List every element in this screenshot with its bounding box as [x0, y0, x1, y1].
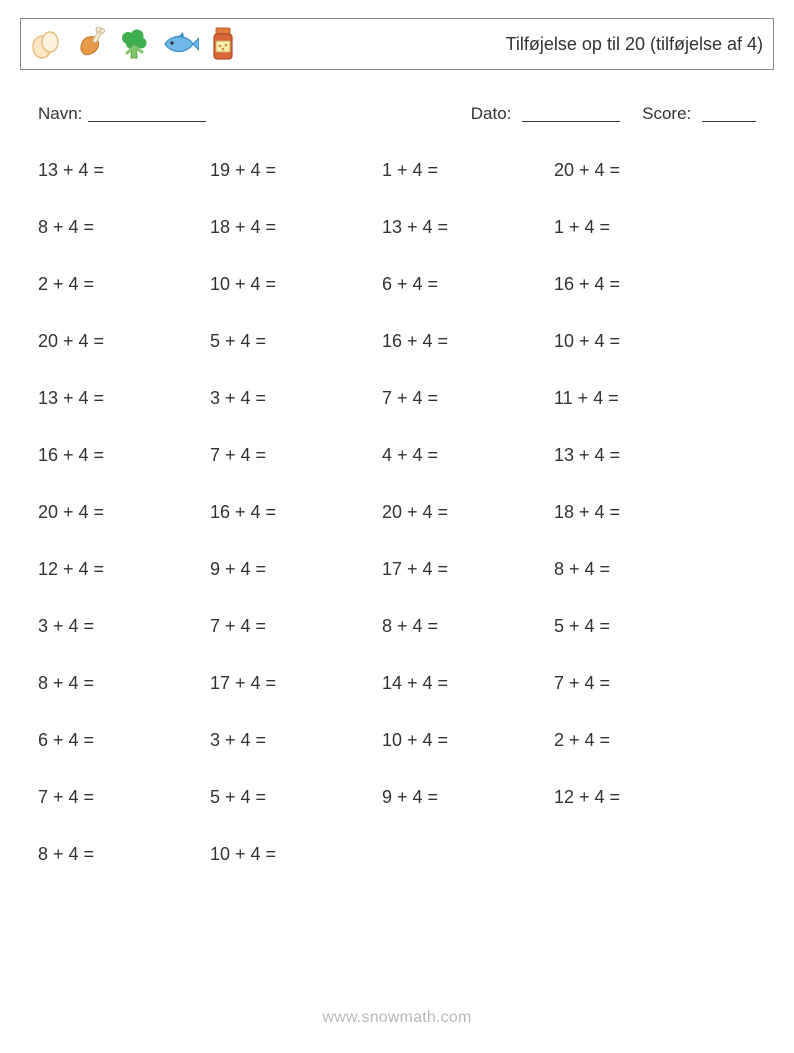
problem-item — [382, 844, 554, 865]
problem-item: 11 + 4 = — [554, 388, 726, 409]
problem-item: 9 + 4 = — [382, 787, 554, 808]
worksheet-header: Tilføjelse op til 20 (tilføjelse af 4) — [20, 18, 774, 70]
problem-item: 10 + 4 = — [210, 274, 382, 295]
problem-item: 1 + 4 = — [382, 160, 554, 181]
problem-item: 18 + 4 = — [554, 502, 726, 523]
problem-item: 13 + 4 = — [38, 388, 210, 409]
problem-item: 13 + 4 = — [382, 217, 554, 238]
problem-item: 10 + 4 = — [210, 844, 382, 865]
drumstick-icon — [73, 27, 107, 61]
date-field: Dato: — [471, 104, 620, 124]
problem-item: 4 + 4 = — [382, 445, 554, 466]
jar-icon — [209, 26, 237, 62]
problem-item: 13 + 4 = — [38, 160, 210, 181]
broccoli-icon — [117, 27, 151, 61]
problem-item: 8 + 4 = — [382, 616, 554, 637]
name-label: Navn: — [38, 104, 82, 124]
problem-item: 10 + 4 = — [554, 331, 726, 352]
problem-item: 17 + 4 = — [382, 559, 554, 580]
problem-item: 2 + 4 = — [554, 730, 726, 751]
problem-item: 14 + 4 = — [382, 673, 554, 694]
problem-item: 3 + 4 = — [38, 616, 210, 637]
score-label: Score: — [642, 104, 691, 123]
problem-item: 8 + 4 = — [38, 673, 210, 694]
problem-item: 13 + 4 = — [554, 445, 726, 466]
problem-item: 8 + 4 = — [554, 559, 726, 580]
problem-item: 7 + 4 = — [38, 787, 210, 808]
meta-row: Navn: Dato: Score: — [20, 104, 774, 124]
problem-item: 5 + 4 = — [554, 616, 726, 637]
header-icons — [29, 26, 237, 62]
problem-item: 16 + 4 = — [554, 274, 726, 295]
date-blank[interactable] — [522, 121, 620, 122]
problem-item: 5 + 4 = — [210, 787, 382, 808]
problem-item: 7 + 4 = — [554, 673, 726, 694]
problem-item: 9 + 4 = — [210, 559, 382, 580]
score-field: Score: — [642, 104, 756, 124]
worksheet-title: Tilføjelse op til 20 (tilføjelse af 4) — [506, 34, 763, 55]
date-label: Dato: — [471, 104, 512, 123]
problem-item: 1 + 4 = — [554, 217, 726, 238]
name-field: Navn: — [38, 104, 206, 124]
problem-item: 12 + 4 = — [554, 787, 726, 808]
problem-item: 17 + 4 = — [210, 673, 382, 694]
problem-item: 5 + 4 = — [210, 331, 382, 352]
problems-grid: 13 + 4 =19 + 4 =1 + 4 =20 + 4 =8 + 4 =18… — [20, 160, 774, 865]
fish-icon — [161, 30, 199, 58]
problem-item — [554, 844, 726, 865]
problem-item: 20 + 4 = — [38, 502, 210, 523]
problem-item: 16 + 4 = — [382, 331, 554, 352]
problem-item: 7 + 4 = — [210, 616, 382, 637]
problem-item: 8 + 4 = — [38, 217, 210, 238]
footer-url: www.snowmath.com — [0, 1009, 794, 1027]
problem-item: 19 + 4 = — [210, 160, 382, 181]
eggs-icon — [29, 27, 63, 61]
problem-item: 20 + 4 = — [38, 331, 210, 352]
problem-item: 20 + 4 = — [554, 160, 726, 181]
problem-item: 3 + 4 = — [210, 388, 382, 409]
problem-item: 12 + 4 = — [38, 559, 210, 580]
problem-item: 10 + 4 = — [382, 730, 554, 751]
problem-item: 18 + 4 = — [210, 217, 382, 238]
problem-item: 7 + 4 = — [382, 388, 554, 409]
problem-item: 3 + 4 = — [210, 730, 382, 751]
problem-item: 16 + 4 = — [210, 502, 382, 523]
problem-item: 6 + 4 = — [382, 274, 554, 295]
problem-item: 16 + 4 = — [38, 445, 210, 466]
score-blank[interactable] — [702, 121, 756, 122]
problem-item: 20 + 4 = — [382, 502, 554, 523]
problem-item: 7 + 4 = — [210, 445, 382, 466]
name-blank[interactable] — [88, 121, 206, 122]
problem-item: 6 + 4 = — [38, 730, 210, 751]
problem-item: 8 + 4 = — [38, 844, 210, 865]
problem-item: 2 + 4 = — [38, 274, 210, 295]
